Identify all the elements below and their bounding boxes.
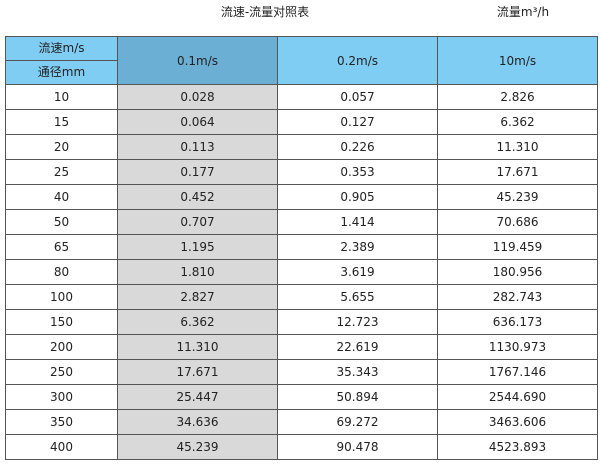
flow-10-cell: 180.956 <box>437 259 598 285</box>
flow-0.1-cell: 11.310 <box>117 334 278 360</box>
diameter-cell: 250 <box>5 359 118 385</box>
flow-10-cell: 6.362 <box>437 109 598 135</box>
flow-10-cell: 2.826 <box>437 84 598 110</box>
corner-diameter-label: 通径mm <box>5 60 118 85</box>
flow-0.1-cell: 0.028 <box>117 84 278 110</box>
flow-10-cell: 4523.893 <box>437 434 598 460</box>
flow-10-cell: 70.686 <box>437 209 598 235</box>
table-row: 80 1.810 3.619 180.956 <box>5 259 598 285</box>
flow-0.1-cell: 25.447 <box>117 384 278 410</box>
flow-0.2-cell: 0.905 <box>277 184 438 210</box>
flow-0.2-cell: 3.619 <box>277 259 438 285</box>
table-row: 50 0.707 1.414 70.686 <box>5 209 598 235</box>
flow-0.1-cell: 6.362 <box>117 309 278 335</box>
table-row: 200 11.310 22.619 1130.973 <box>5 334 598 360</box>
table-row: 150 6.362 12.723 636.173 <box>5 309 598 335</box>
diameter-cell: 80 <box>5 259 118 285</box>
flow-0.2-cell: 12.723 <box>277 309 438 335</box>
flow-0.1-cell: 0.177 <box>117 159 278 185</box>
diameter-cell: 20 <box>5 134 118 160</box>
flow-10-cell: 282.743 <box>437 284 598 310</box>
flow-0.1-cell: 0.113 <box>117 134 278 160</box>
table-row: 40 0.452 0.905 45.239 <box>5 184 598 210</box>
diameter-cell: 15 <box>5 109 118 135</box>
table-row: 65 1.195 2.389 119.459 <box>5 234 598 260</box>
table-row: 350 34.636 69.272 3463.606 <box>5 409 598 435</box>
diameter-cell: 40 <box>5 184 118 210</box>
flow-0.2-cell: 0.353 <box>277 159 438 185</box>
flow-0.1-cell: 45.239 <box>117 434 278 460</box>
flow-0.1-cell: 0.064 <box>117 109 278 135</box>
corner-velocity-label: 流速m/s <box>5 36 118 61</box>
flow-0.2-cell: 90.478 <box>277 434 438 460</box>
flow-0.2-cell: 35.343 <box>277 359 438 385</box>
unit-label: 流量m³/h <box>496 5 550 19</box>
flow-0.2-cell: 0.127 <box>277 109 438 135</box>
diameter-cell: 65 <box>5 234 118 260</box>
flow-0.1-cell: 1.810 <box>117 259 278 285</box>
table-row: 20 0.113 0.226 11.310 <box>5 134 598 160</box>
header-row: 流速m/s 0.1m/s 0.2m/s 10m/s <box>5 36 598 85</box>
flow-10-cell: 1130.973 <box>437 334 598 360</box>
flow-0.2-cell: 2.389 <box>277 234 438 260</box>
flow-10-cell: 11.310 <box>437 134 598 160</box>
flow-0.1-cell: 0.452 <box>117 184 278 210</box>
table-row: 100 2.827 5.655 282.743 <box>5 284 598 310</box>
table-row: 400 45.239 90.478 4523.893 <box>5 434 598 460</box>
flow-0.2-cell: 0.057 <box>277 84 438 110</box>
flow-velocity-table: 流速m/s 0.1m/s 0.2m/s 10m/s 通径mm 10 0.028 0.… <box>5 36 598 460</box>
flow-0.2-cell: 1.414 <box>277 209 438 235</box>
flow-0.2-cell: 22.619 <box>277 334 438 360</box>
flow-10-cell: 636.173 <box>437 309 598 335</box>
table-row: 10 0.028 0.057 2.826 <box>5 84 598 110</box>
flow-0.2-cell: 69.272 <box>277 409 438 435</box>
flow-0.1-cell: 34.636 <box>117 409 278 435</box>
diameter-cell: 10 <box>5 84 118 110</box>
flow-10-cell: 45.239 <box>437 184 598 210</box>
diameter-cell: 50 <box>5 209 118 235</box>
table-title: 流速-流量对照表 <box>220 5 310 19</box>
flow-0.1-cell: 1.195 <box>117 234 278 260</box>
flow-10-cell: 17.671 <box>437 159 598 185</box>
diameter-cell: 300 <box>5 384 118 410</box>
flow-0.1-cell: 0.707 <box>117 209 278 235</box>
flow-10-cell: 1767.146 <box>437 359 598 385</box>
column-header-0.2: 0.2m/s <box>277 36 438 85</box>
table-row: 15 0.064 0.127 6.362 <box>5 109 598 135</box>
diameter-cell: 200 <box>5 334 118 360</box>
diameter-cell: 25 <box>5 159 118 185</box>
diameter-cell: 350 <box>5 409 118 435</box>
diameter-cell: 100 <box>5 284 118 310</box>
diameter-cell: 150 <box>5 309 118 335</box>
flow-10-cell: 3463.606 <box>437 409 598 435</box>
table-row: 300 25.447 50.894 2544.690 <box>5 384 598 410</box>
flow-0.1-cell: 17.671 <box>117 359 278 385</box>
flow-0.2-cell: 5.655 <box>277 284 438 310</box>
header-row-2: 通径mm <box>5 60 598 85</box>
column-header-10: 10m/s <box>437 36 598 85</box>
flow-0.2-cell: 50.894 <box>277 384 438 410</box>
diameter-cell: 400 <box>5 434 118 460</box>
flow-10-cell: 119.459 <box>437 234 598 260</box>
column-header-0.1: 0.1m/s <box>117 36 278 85</box>
flow-0.1-cell: 2.827 <box>117 284 278 310</box>
flow-0.2-cell: 0.226 <box>277 134 438 160</box>
table-row: 25 0.177 0.353 17.671 <box>5 159 598 185</box>
table-row: 250 17.671 35.343 1767.146 <box>5 359 598 385</box>
flow-10-cell: 2544.690 <box>437 384 598 410</box>
